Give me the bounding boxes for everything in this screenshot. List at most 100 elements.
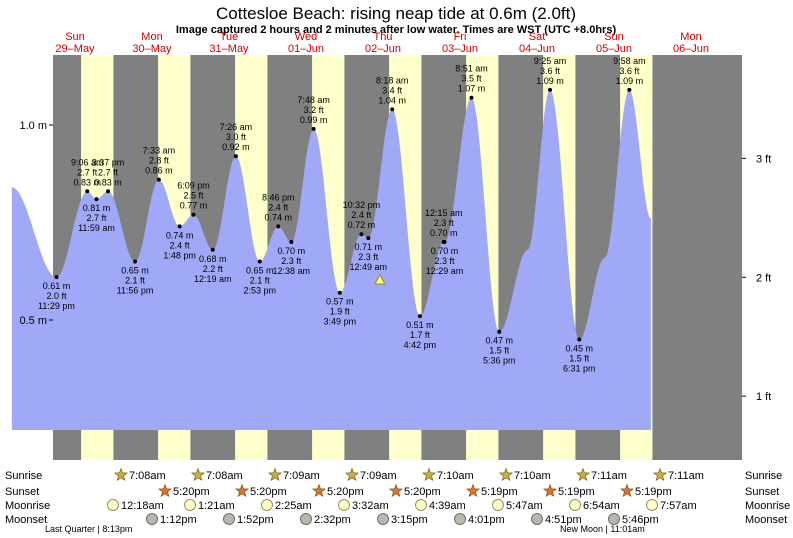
tide-point [577,337,582,342]
tide-label: 2.3 ft [358,252,379,262]
tide-label: 3.6 ft [619,66,640,76]
tide-label: 12:15 am [425,208,463,218]
current-tide-marker [374,273,386,285]
tide-label: 2.4 ft [351,210,372,220]
sunrise-icon [421,467,437,482]
sunset-time: 5:20pm [327,486,364,498]
tide-label: 9:25 am [534,56,567,66]
last-quarter-note: Last Quarter | 8:13pm [45,524,132,534]
tide-point [106,189,111,194]
tide-label: 1.5 ft [489,346,510,356]
moonrise-icon [184,499,196,511]
tide-point [177,224,182,229]
tide-label: 4:42 pm [404,340,437,350]
tide-label: 0.65 m [121,266,149,276]
tide-label: 1.9 ft [330,307,351,317]
sunrise-time: 7:09am [283,470,320,482]
moonrise-time: 4:39am [429,500,466,512]
moonset-time: 2:32pm [314,514,351,526]
moonrise-icon [646,499,658,511]
tide-label: 2.8 ft [149,156,170,166]
tide-label: 12:19 am [194,274,232,284]
moonset-time: 1:52pm [237,514,274,526]
row-label-left: Moonset [5,514,47,526]
sunrise-icon [652,467,668,482]
moonrise-icon [569,499,581,511]
tide-label: 0.81 m [83,203,111,213]
tide-label: 10:32 pm [343,200,381,210]
moonrise-time: 12:18am [121,500,164,512]
tide-label: 2.1 ft [250,276,271,286]
date-label: 05–Jun [596,43,632,55]
sunrise-time: 7:10am [514,470,551,482]
tide-label: 3:49 pm [324,317,357,327]
chart-subtitle: Image captured 2 hours and 2 minutes aft… [176,24,617,36]
sunrise-time: 7:11am [591,470,627,482]
right-tick-label: 3 ft [756,153,771,165]
tide-label: 2.1 ft [125,276,146,286]
tide-label: 1.09 m [536,76,564,86]
tide-label: 0.74 m [264,212,292,222]
tide-label: 3.2 ft [304,105,325,115]
moonset-icon [300,513,312,525]
moonset-time: 4:51pm [545,514,582,526]
tide-point [366,236,371,241]
tide-label: 3.4 ft [382,85,403,95]
sunrise-time: 7:08am [206,470,243,482]
moonrise-time: 6:54am [583,500,620,512]
tide-label: 0.61 m [43,281,71,291]
tide-label: 0.72 m [348,220,376,230]
tide-label: 6:09 pm [177,181,210,191]
sunrise-time: 7:11am [668,470,704,482]
moonset-time: 5:46pm [622,514,659,526]
date-label: 03–Jun [442,43,478,55]
tide-label: 0.51 m [406,320,434,330]
moonrise-icon [492,499,504,511]
sunset-icon [234,483,250,498]
tide-label: 2.7 ft [86,213,107,223]
moonrise-time: 7:57am [660,500,697,512]
sunrise-time: 7:10am [437,470,474,482]
sunset-icon [388,483,404,498]
row-label-right: Sunrise [745,470,782,482]
date-label: 01–Jun [288,43,324,55]
sunset-icon [157,483,173,498]
tide-point [548,87,553,92]
left-tick-label: 1.0 m [19,120,47,132]
date-label: 06–Jun [673,43,709,55]
tide-label: 0.57 m [326,297,354,307]
sunrise-icon [113,467,129,482]
row-label-left: Sunset [5,486,39,498]
sunset-time: 5:19pm [481,486,518,498]
tide-label: 3.0 ft [226,132,247,142]
tide-label: 0.74 m [166,230,194,240]
row-label-left: Moonrise [5,500,50,512]
tide-label: 7:33 am [143,146,176,156]
tide-label: 11:59 am [78,223,115,233]
tide-label: 0.83 m [74,177,102,187]
moonset-icon [223,513,235,525]
tide-point [390,107,395,112]
date-label: 04–Jun [519,43,555,55]
tide-label: 12:38 am [273,266,311,276]
tide-label: 0.70 m [430,228,458,238]
tide-label: 0.86 m [145,166,173,176]
day-of-week: Mon [141,31,162,43]
day-of-week: Fri [454,31,467,43]
tide-label: 0.92 m [222,142,250,152]
sunset-icon [542,483,558,498]
tide-label: 8:51 am [455,64,488,74]
tide-label: 2.3 ft [434,218,455,228]
tide-label: 2.4 ft [170,240,191,250]
moonrise-time: 5:47am [506,500,543,512]
tide-label: 6:31 pm [563,364,596,374]
tide-label: 0.45 m [566,344,594,354]
sunrise-time: 7:08am [129,470,166,482]
tide-point [497,329,502,334]
moonset-icon [454,513,466,525]
tide-point [233,154,238,159]
right-tick-label: 2 ft [756,272,771,284]
tide-label: 0.65 m [246,266,274,276]
tide-label: 1.09 m [616,76,644,86]
tide-point [469,95,474,100]
